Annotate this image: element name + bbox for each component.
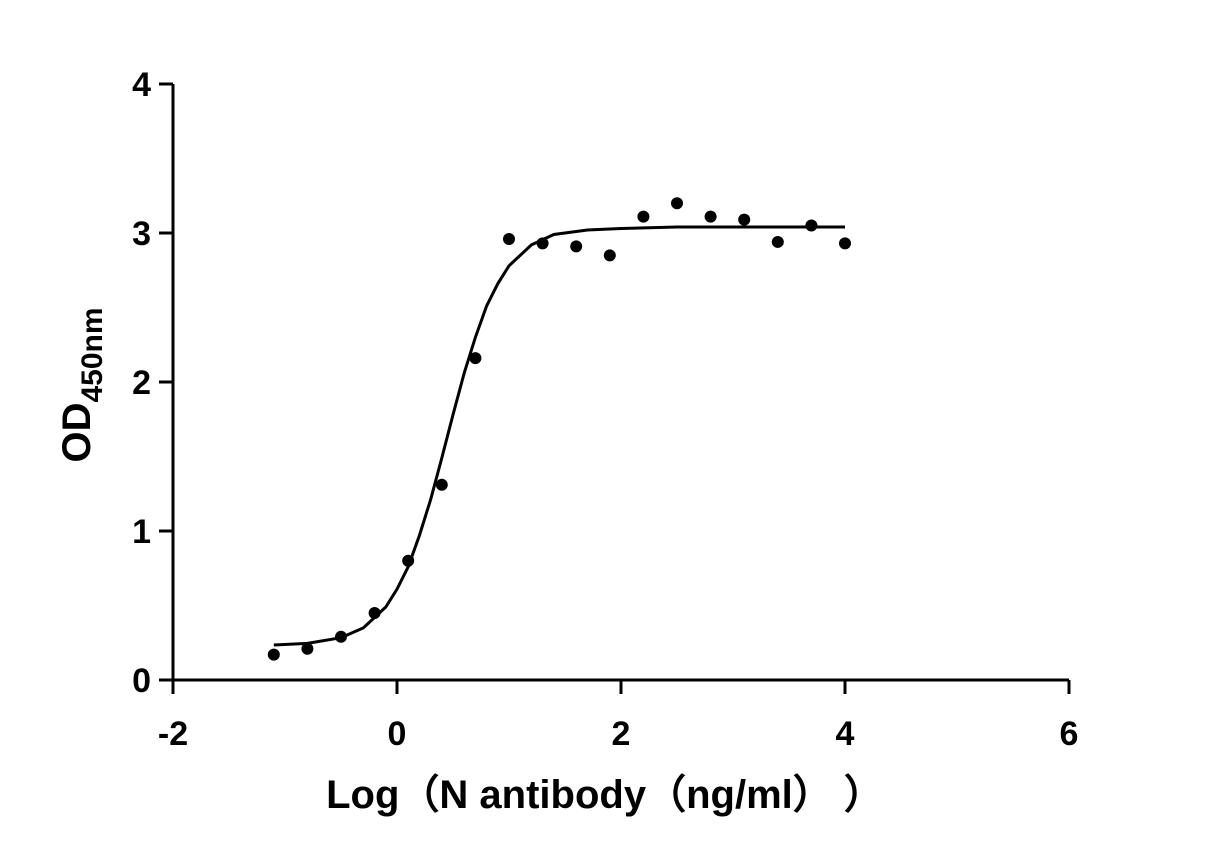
x-tick-label: 6 xyxy=(1060,715,1079,753)
x-tick-label: 4 xyxy=(836,715,855,753)
data-point xyxy=(603,249,616,262)
fit-curve xyxy=(273,225,845,647)
data-point xyxy=(469,352,482,365)
x-tick-label: 2 xyxy=(612,715,631,753)
data-point xyxy=(503,232,515,245)
data-point xyxy=(839,237,851,250)
data-point xyxy=(771,235,784,248)
y-tick-label: 3 xyxy=(132,215,151,253)
y-tick-label: 1 xyxy=(132,513,151,551)
y-label-text: OD450nm xyxy=(55,307,109,462)
data-point xyxy=(267,648,280,661)
x-tick-label: 0 xyxy=(388,715,407,753)
y-tick-label: 0 xyxy=(132,662,151,700)
data-point xyxy=(671,197,683,210)
y-label-subscript: 450nm xyxy=(76,307,109,402)
y-axis-label: OD450nm xyxy=(55,307,109,462)
data-point xyxy=(435,478,448,491)
data-point xyxy=(738,213,751,226)
x-axis-label: Log（N antibody（ng/ml） ） xyxy=(326,773,884,817)
data-point xyxy=(637,210,650,223)
data-point xyxy=(301,642,314,655)
y-tick-label: 2 xyxy=(132,364,151,402)
data-point xyxy=(570,240,583,253)
x-tick-label: -2 xyxy=(158,715,188,753)
y-label-main: OD xyxy=(55,403,99,463)
y-tick-label: 4 xyxy=(132,66,151,104)
data-point xyxy=(704,210,717,223)
